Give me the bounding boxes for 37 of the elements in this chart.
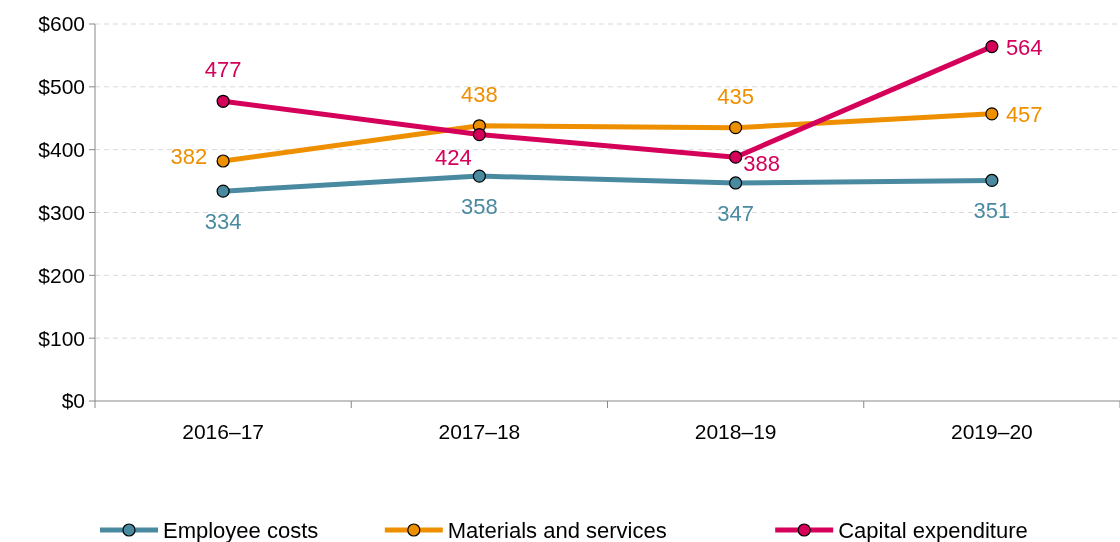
data-label: 424	[435, 144, 472, 170]
point	[216, 184, 230, 198]
point	[729, 150, 743, 164]
data-label: 457	[1005, 101, 1043, 127]
y-tick-label: $200	[38, 263, 85, 287]
point	[216, 154, 230, 168]
data-label: 358	[461, 194, 498, 220]
y-tick-label: $300	[38, 200, 85, 224]
point	[985, 173, 999, 188]
x-tick-label: 2016–17	[182, 420, 265, 443]
data-label: 351	[973, 198, 1011, 224]
x-tick-label: 2019–20	[950, 420, 1033, 443]
point	[472, 169, 486, 183]
data-label: 564	[1005, 34, 1043, 60]
point	[729, 176, 743, 190]
data-label: 435	[717, 83, 754, 109]
data-label: 382	[170, 143, 208, 169]
y-tick-label: $500	[38, 75, 85, 99]
y-tick-label: $400	[38, 138, 85, 162]
x-tick-label: 2018–19	[694, 420, 777, 443]
data-label: 347	[717, 200, 754, 226]
point	[472, 127, 486, 142]
point	[216, 94, 230, 108]
point	[985, 40, 999, 54]
legend-label: Employee costs	[163, 517, 319, 542]
point	[985, 107, 999, 121]
y-tick-label: $0	[61, 389, 85, 413]
data-label: 438	[461, 81, 498, 107]
x-tick-label: 2017–18	[438, 420, 521, 443]
legend-label: Capital expenditure	[838, 517, 1028, 542]
data-label: 334	[204, 209, 242, 235]
point	[729, 121, 743, 135]
data-label: 477	[204, 57, 242, 83]
legend-label: Materials and services	[447, 517, 667, 542]
y-tick-label: $600	[38, 12, 85, 36]
y-tick-label: $100	[38, 326, 85, 350]
data-label: 388	[743, 151, 780, 177]
